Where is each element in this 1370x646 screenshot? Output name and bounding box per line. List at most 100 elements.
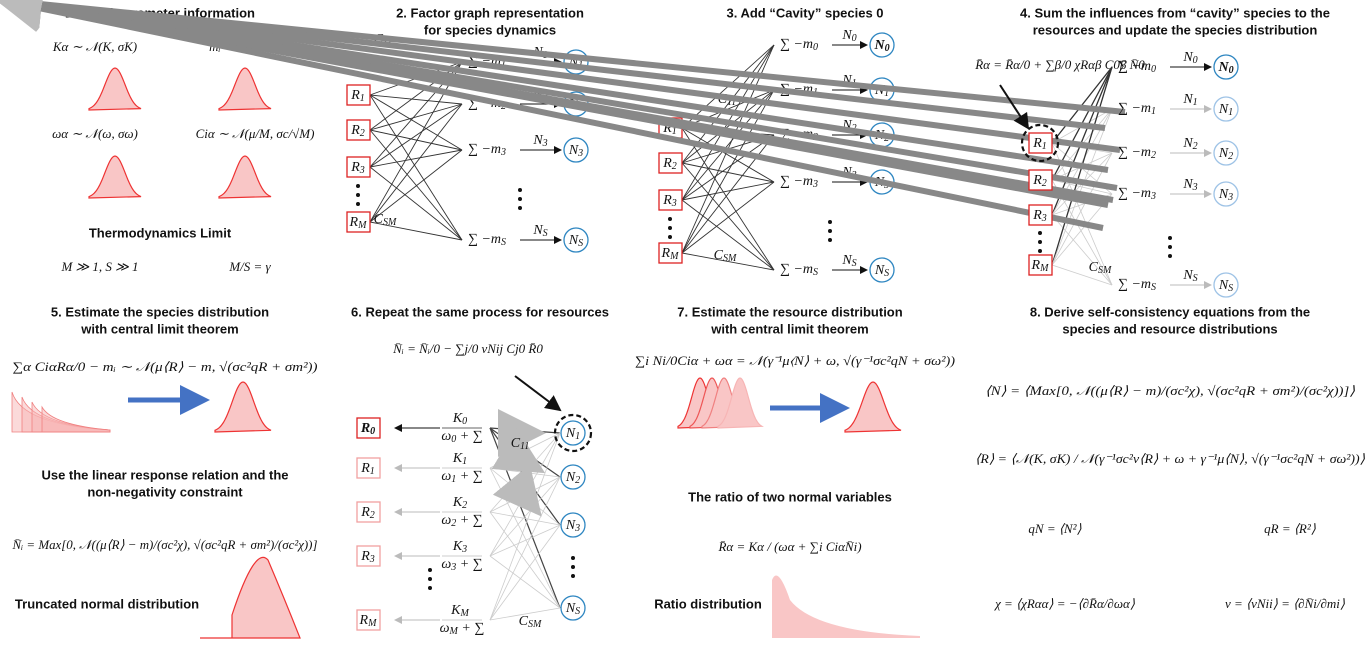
label-base: R <box>662 193 672 208</box>
resource-node <box>356 545 381 567</box>
node-label: N0 <box>873 38 889 54</box>
resource-node <box>346 211 371 233</box>
distribution-curve <box>218 67 272 111</box>
ellipsis-dot <box>1038 249 1042 253</box>
label-base: ∑ −m <box>1118 101 1151 116</box>
label-base: N <box>568 143 579 158</box>
label-sub: M <box>460 608 470 619</box>
resource-node <box>346 84 371 106</box>
label-base: N <box>873 38 885 53</box>
edge-label: N3 <box>532 133 547 149</box>
connector <box>0 0 1104 231</box>
fraction-den: ω1 + ∑ <box>441 469 482 485</box>
edge-label: N2 <box>1182 136 1197 152</box>
fraction-num: K3 <box>452 539 467 555</box>
resource-node <box>658 152 683 174</box>
label-base: C <box>1089 260 1099 275</box>
ellipsis-dot <box>668 217 672 221</box>
ellipsis-dot <box>428 577 432 581</box>
label-sub: S <box>884 268 889 279</box>
fraction-den: ωM + ∑ <box>440 621 485 637</box>
node-label: R3 <box>360 549 375 565</box>
label-base: K <box>452 495 463 510</box>
sum-label: ∑ −m3 <box>1118 186 1156 202</box>
ratio-curve <box>772 575 920 638</box>
label-base: C <box>511 436 521 451</box>
label-base: C <box>519 614 529 629</box>
edge-label: NS <box>532 223 547 239</box>
label-base: R <box>350 160 360 175</box>
label-base: R <box>1032 136 1042 151</box>
sum-label: ∑ −m0 <box>780 37 818 53</box>
node-label: N3 <box>568 143 583 159</box>
node-label: R3 <box>350 160 365 176</box>
label-sub: 3 <box>359 165 365 176</box>
text: ⟨N⟩ = ⟨Max[0, 𝒩((μ⟨R⟩ − m)/(σc²χ), √(σc²… <box>985 383 1355 398</box>
connector <box>0 0 1126 115</box>
label-sub: S <box>1228 283 1233 294</box>
node-label: RM <box>359 613 378 629</box>
label-sub: 11 <box>520 441 529 452</box>
label-base: ∑ −m <box>1118 186 1151 201</box>
label-sub: 0 <box>813 42 818 53</box>
resource-node <box>346 156 371 178</box>
connector <box>369 61 463 223</box>
panel-title: species and resource distributions <box>1062 321 1277 336</box>
label-sub: 1 <box>462 456 467 467</box>
text: ν = ⟨νNii⟩ = ⟨∂N̄i/∂mi⟩ <box>1225 596 1345 611</box>
fraction-den: ω0 + ∑ <box>441 429 482 445</box>
node-label: NS <box>1218 278 1233 294</box>
connector <box>1051 264 1113 286</box>
connector <box>681 181 775 201</box>
label-base: N <box>1218 278 1229 293</box>
decay-curve <box>41 405 111 433</box>
label-sub: 0 <box>462 416 467 427</box>
label-sub: SM <box>1098 265 1112 276</box>
label-base: N <box>874 83 885 98</box>
node-label: R0 <box>360 421 375 437</box>
connector <box>0 0 1114 203</box>
connector <box>999 84 1030 130</box>
species-node <box>563 49 589 75</box>
label-sub: M <box>357 220 367 231</box>
label-sub: 3 <box>671 198 677 209</box>
text: Ciα ∼ 𝒩(μ/M, σc/√M) <box>196 126 315 141</box>
sum-label: ∑ −mS <box>780 262 818 278</box>
label-sub: SM <box>528 619 542 630</box>
label-base: R <box>360 461 370 476</box>
node-label: R1 <box>360 461 375 477</box>
label-base: N <box>568 233 579 248</box>
connector <box>489 524 561 621</box>
label-sub: 2 <box>575 475 580 486</box>
node-label: NS <box>565 601 580 617</box>
connector <box>369 103 463 168</box>
label-base: N <box>841 28 852 43</box>
text: N̄ᵢ = N̄ᵢ/0 − ∑j/0 νNij Cj0 R̄0 <box>392 341 543 356</box>
node-label: R1 <box>1032 136 1047 152</box>
label-base: R <box>360 505 370 520</box>
distribution-curve <box>844 381 902 433</box>
panel-title: with central limit theorem <box>80 321 238 336</box>
label-base: R <box>1031 258 1041 273</box>
label-base: N <box>1218 187 1229 202</box>
label-sub: 0 <box>885 43 890 54</box>
label-base: ∑ −m <box>780 37 813 52</box>
connector <box>369 94 463 151</box>
node-label: R1 <box>662 121 677 137</box>
ellipsis-dot <box>518 197 522 201</box>
text: Ratio distribution <box>654 596 762 611</box>
label-sub: SM <box>383 217 397 228</box>
label-sub: 0 <box>1193 55 1198 66</box>
resource-node <box>658 242 683 264</box>
node-label: RM <box>349 215 368 231</box>
fraction-num: KM <box>450 603 469 619</box>
resource-node <box>346 119 371 141</box>
coupling-label: C11 <box>511 436 530 452</box>
connector <box>489 476 561 621</box>
label-sub: 11 <box>727 97 736 108</box>
species-node <box>1213 96 1239 122</box>
label-base: N <box>1182 177 1193 192</box>
coupling-label: CSM <box>714 248 737 264</box>
node-label: R2 <box>350 123 365 139</box>
